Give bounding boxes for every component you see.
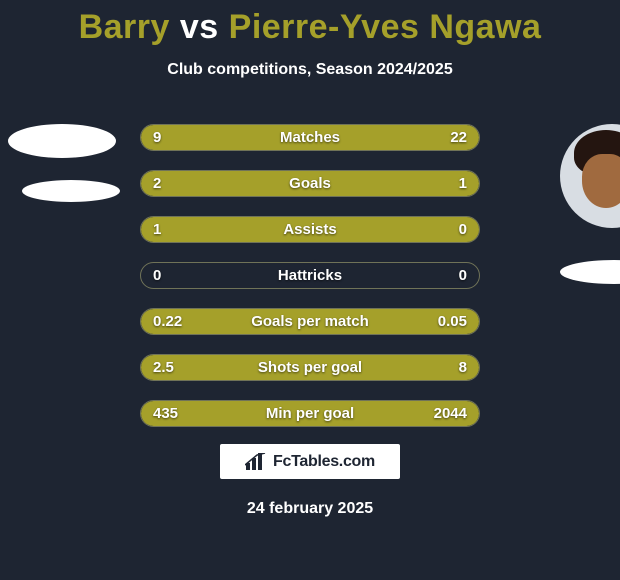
subtitle: Club competitions, Season 2024/2025	[0, 61, 620, 79]
player1-ellipse-1	[8, 124, 116, 158]
bar-chart-icon	[245, 453, 267, 471]
logo-text: FcTables.com	[273, 453, 375, 471]
stat-label: Matches	[141, 125, 479, 150]
stat-label: Assists	[141, 217, 479, 242]
stat-bars: 922Matches 21Goals 10Assists 00Hattricks 0.2…	[140, 124, 480, 446]
stat-label: Goals per match	[141, 309, 479, 334]
stat-row: 00Hattricks	[140, 262, 480, 289]
player2-ellipse	[560, 260, 620, 284]
comparison-date: 24 february 2025	[0, 500, 620, 518]
vs-text: vs	[180, 8, 219, 46]
stat-label: Goals	[141, 171, 479, 196]
stat-label: Shots per goal	[141, 355, 479, 380]
stat-row: 922Matches	[140, 124, 480, 151]
player1-name: Barry	[79, 8, 170, 46]
fctables-logo: FcTables.com	[220, 444, 400, 479]
stat-row: 0.220.05Goals per match	[140, 308, 480, 335]
stat-label: Min per goal	[141, 401, 479, 426]
stat-row: 4352044Min per goal	[140, 400, 480, 427]
stat-row: 10Assists	[140, 216, 480, 243]
player2-avatar	[560, 124, 620, 228]
player1-ellipse-2	[22, 180, 120, 202]
player2-name: Pierre-Yves Ngawa	[229, 8, 542, 46]
comparison-title: Barry vs Pierre-Yves Ngawa	[0, 0, 620, 47]
stat-row: 21Goals	[140, 170, 480, 197]
avatar-silhouette	[560, 124, 620, 228]
stat-label: Hattricks	[141, 263, 479, 288]
stat-row: 2.58Shots per goal	[140, 354, 480, 381]
